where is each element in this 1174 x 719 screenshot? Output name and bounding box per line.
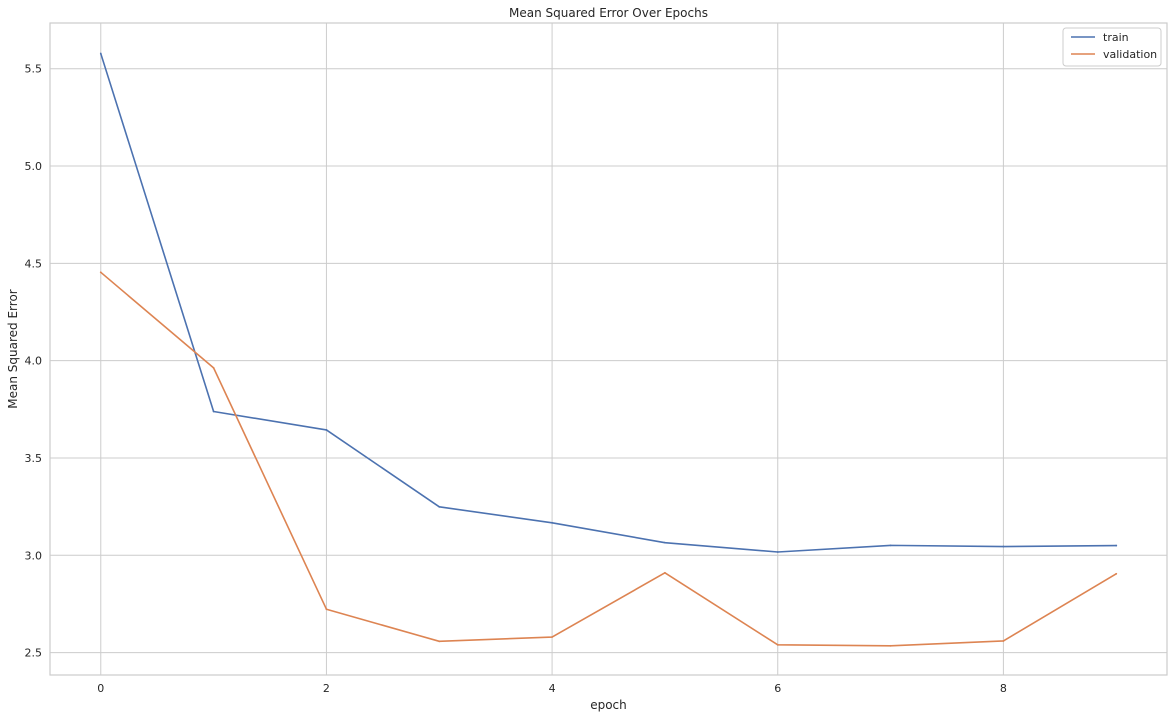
data-point-validation	[1115, 572, 1118, 575]
data-point-validation	[99, 271, 102, 274]
data-point-train	[889, 544, 892, 547]
x-tick-label: 8	[1000, 682, 1007, 695]
grid-lines	[50, 23, 1167, 675]
y-tick-label: 4.5	[25, 257, 43, 270]
data-point-train	[325, 429, 328, 431]
data-point-validation	[212, 366, 215, 369]
data-point-train	[1002, 545, 1005, 548]
series-line-train	[99, 52, 1118, 553]
y-tick-label: 5.5	[25, 63, 43, 76]
series-line-validation	[99, 271, 1118, 647]
data-point-validation	[664, 571, 666, 574]
legend-label-validation: validation	[1103, 48, 1157, 61]
chart-title: Mean Squared Error Over Epochs	[509, 6, 708, 20]
data-point-train	[438, 505, 441, 508]
data-point-train	[212, 410, 215, 413]
x-tick-label: 4	[549, 682, 556, 695]
data-point-train	[99, 52, 102, 55]
y-tick-label: 2.5	[25, 647, 43, 660]
y-tick-label: 4.0	[25, 355, 43, 368]
x-tick-label: 0	[97, 682, 104, 695]
data-point-validation	[1002, 640, 1005, 642]
legend: train validation	[1062, 27, 1162, 67]
data-point-train	[664, 541, 666, 544]
data-point-train	[551, 521, 553, 524]
x-tick-label: 2	[323, 682, 330, 695]
data-point-validation	[776, 643, 779, 646]
y-axis-label: Mean Squared Error	[6, 289, 20, 409]
tick-labels: 0 2 4 6 8 2.5 3.0 3.5 4.0 4.5 5.0 5.5	[25, 63, 1007, 695]
plot-frame	[49, 22, 1168, 676]
legend-label-train: train	[1103, 31, 1129, 44]
data-point-validation	[325, 608, 328, 611]
y-tick-label: 3.5	[25, 452, 43, 465]
data-point-validation	[551, 636, 553, 638]
data-point-train	[776, 551, 779, 553]
data-point-train	[1115, 544, 1118, 547]
x-tick-label: 6	[774, 682, 781, 695]
y-tick-label: 5.0	[25, 160, 43, 173]
x-axis-label: epoch	[590, 698, 627, 712]
series-lines	[99, 52, 1118, 647]
y-tick-label: 3.0	[25, 549, 43, 562]
data-point-validation	[438, 640, 441, 643]
data-point-validation	[889, 644, 892, 647]
